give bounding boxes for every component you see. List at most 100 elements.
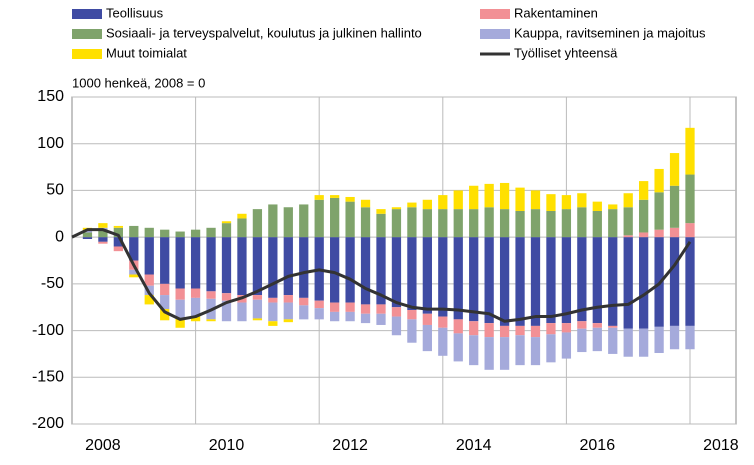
bar-segment (299, 297, 309, 306)
legend-label: Kauppa, ravitseminen ja majoitus (514, 25, 706, 40)
bar-segment (623, 207, 633, 236)
bar-segment (190, 297, 201, 317)
bar-segment (283, 319, 293, 323)
bar-segment (407, 237, 417, 311)
bar-segment (283, 207, 293, 238)
bar-segment (407, 202, 417, 208)
bar-segment (82, 232, 93, 238)
bar-segment (422, 324, 432, 352)
y-tick-label: -200 (32, 415, 64, 432)
bar-segment (577, 328, 587, 353)
bar-segment (268, 297, 278, 303)
bar-segment (592, 237, 602, 324)
bar-segment (499, 337, 510, 370)
bar-segment (252, 295, 263, 300)
bar-segment (190, 237, 201, 289)
bar-segment (546, 210, 556, 238)
legend-swatch (72, 29, 102, 39)
bar-segment (530, 237, 541, 326)
bar-segment (360, 313, 371, 324)
bar-segment (345, 311, 355, 322)
bar-segment (252, 237, 263, 296)
bar-segment (252, 318, 263, 321)
y-tick-label: -50 (41, 275, 64, 292)
bar-segment (314, 308, 324, 320)
legend-label: Teollisuus (106, 5, 164, 20)
bar-segment (98, 241, 108, 244)
bar-segment (360, 237, 371, 305)
bar-segment (422, 209, 432, 238)
bar-segment (160, 237, 170, 284)
bar-segment (299, 204, 309, 238)
bar-segment (608, 237, 618, 326)
bar-segment (345, 196, 355, 202)
bar-segment (314, 195, 324, 200)
bar-segment (299, 237, 309, 298)
legend-swatch (72, 49, 102, 59)
bar-segment (237, 302, 247, 322)
bar-segment (407, 319, 417, 343)
x-tick-label: 2008 (85, 437, 121, 454)
bar-segment (422, 237, 432, 314)
bar-segment (453, 209, 463, 238)
bar-segment (577, 207, 587, 238)
bar-segment (283, 302, 293, 320)
bar-segment (577, 237, 587, 322)
bar-segment (206, 237, 216, 292)
x-tick-label: 2012 (332, 437, 368, 454)
bar-segment (654, 192, 664, 230)
bar-segment (577, 193, 587, 208)
bar-segment (268, 237, 278, 298)
bar-segment (391, 207, 402, 210)
bar-segment (530, 325, 541, 338)
bar-segment (484, 207, 494, 238)
bar-segment (499, 209, 510, 238)
bar-segment (623, 328, 633, 357)
bar-segment (144, 295, 154, 305)
bar-segment (160, 295, 170, 310)
bar-segment (546, 194, 556, 211)
bar-segment (98, 223, 108, 228)
bar-segment (469, 237, 479, 322)
x-tick-label: 2014 (456, 437, 492, 454)
legend-swatch (480, 29, 510, 39)
bar-segment (685, 223, 695, 238)
bar-segment (484, 337, 494, 370)
bar-segment (639, 232, 649, 238)
bar-segment (530, 337, 541, 366)
bar-segment (360, 199, 371, 208)
bar-segment (685, 237, 695, 326)
bar-segment (391, 237, 402, 308)
bar-segment (561, 195, 572, 210)
bar-segment (237, 218, 247, 238)
bar-segment (623, 193, 633, 208)
bar-segment (330, 302, 340, 312)
bar-segment (252, 209, 263, 238)
plot-area (71, 96, 737, 425)
bar-segment (530, 209, 541, 238)
bar-segment (407, 310, 417, 320)
bar-segment (484, 237, 494, 324)
bar-segment (206, 291, 216, 299)
legend-label: Rakentaminen (514, 5, 598, 20)
bar-segment (515, 237, 525, 326)
bar-segment (175, 237, 185, 289)
bar-segment (376, 213, 386, 238)
bar-segment (314, 300, 324, 309)
bar-segment (190, 288, 201, 298)
bar-segment (360, 304, 371, 314)
bar-segment (175, 318, 185, 328)
total-line (71, 228, 692, 323)
bar-segment (113, 246, 123, 252)
bar-segment (221, 293, 232, 301)
bar-segment (453, 237, 463, 320)
bar-segment (608, 325, 618, 328)
legend-label: Sosiaali- ja terveyspalvelut, koulutus j… (106, 25, 422, 40)
bar-segment (546, 323, 556, 335)
bar-segment (669, 237, 680, 326)
bar-segment (499, 182, 510, 210)
bar-segment (113, 237, 123, 247)
bar-segment (345, 201, 355, 238)
bar-segment (469, 321, 479, 336)
legend-swatch (72, 9, 102, 19)
